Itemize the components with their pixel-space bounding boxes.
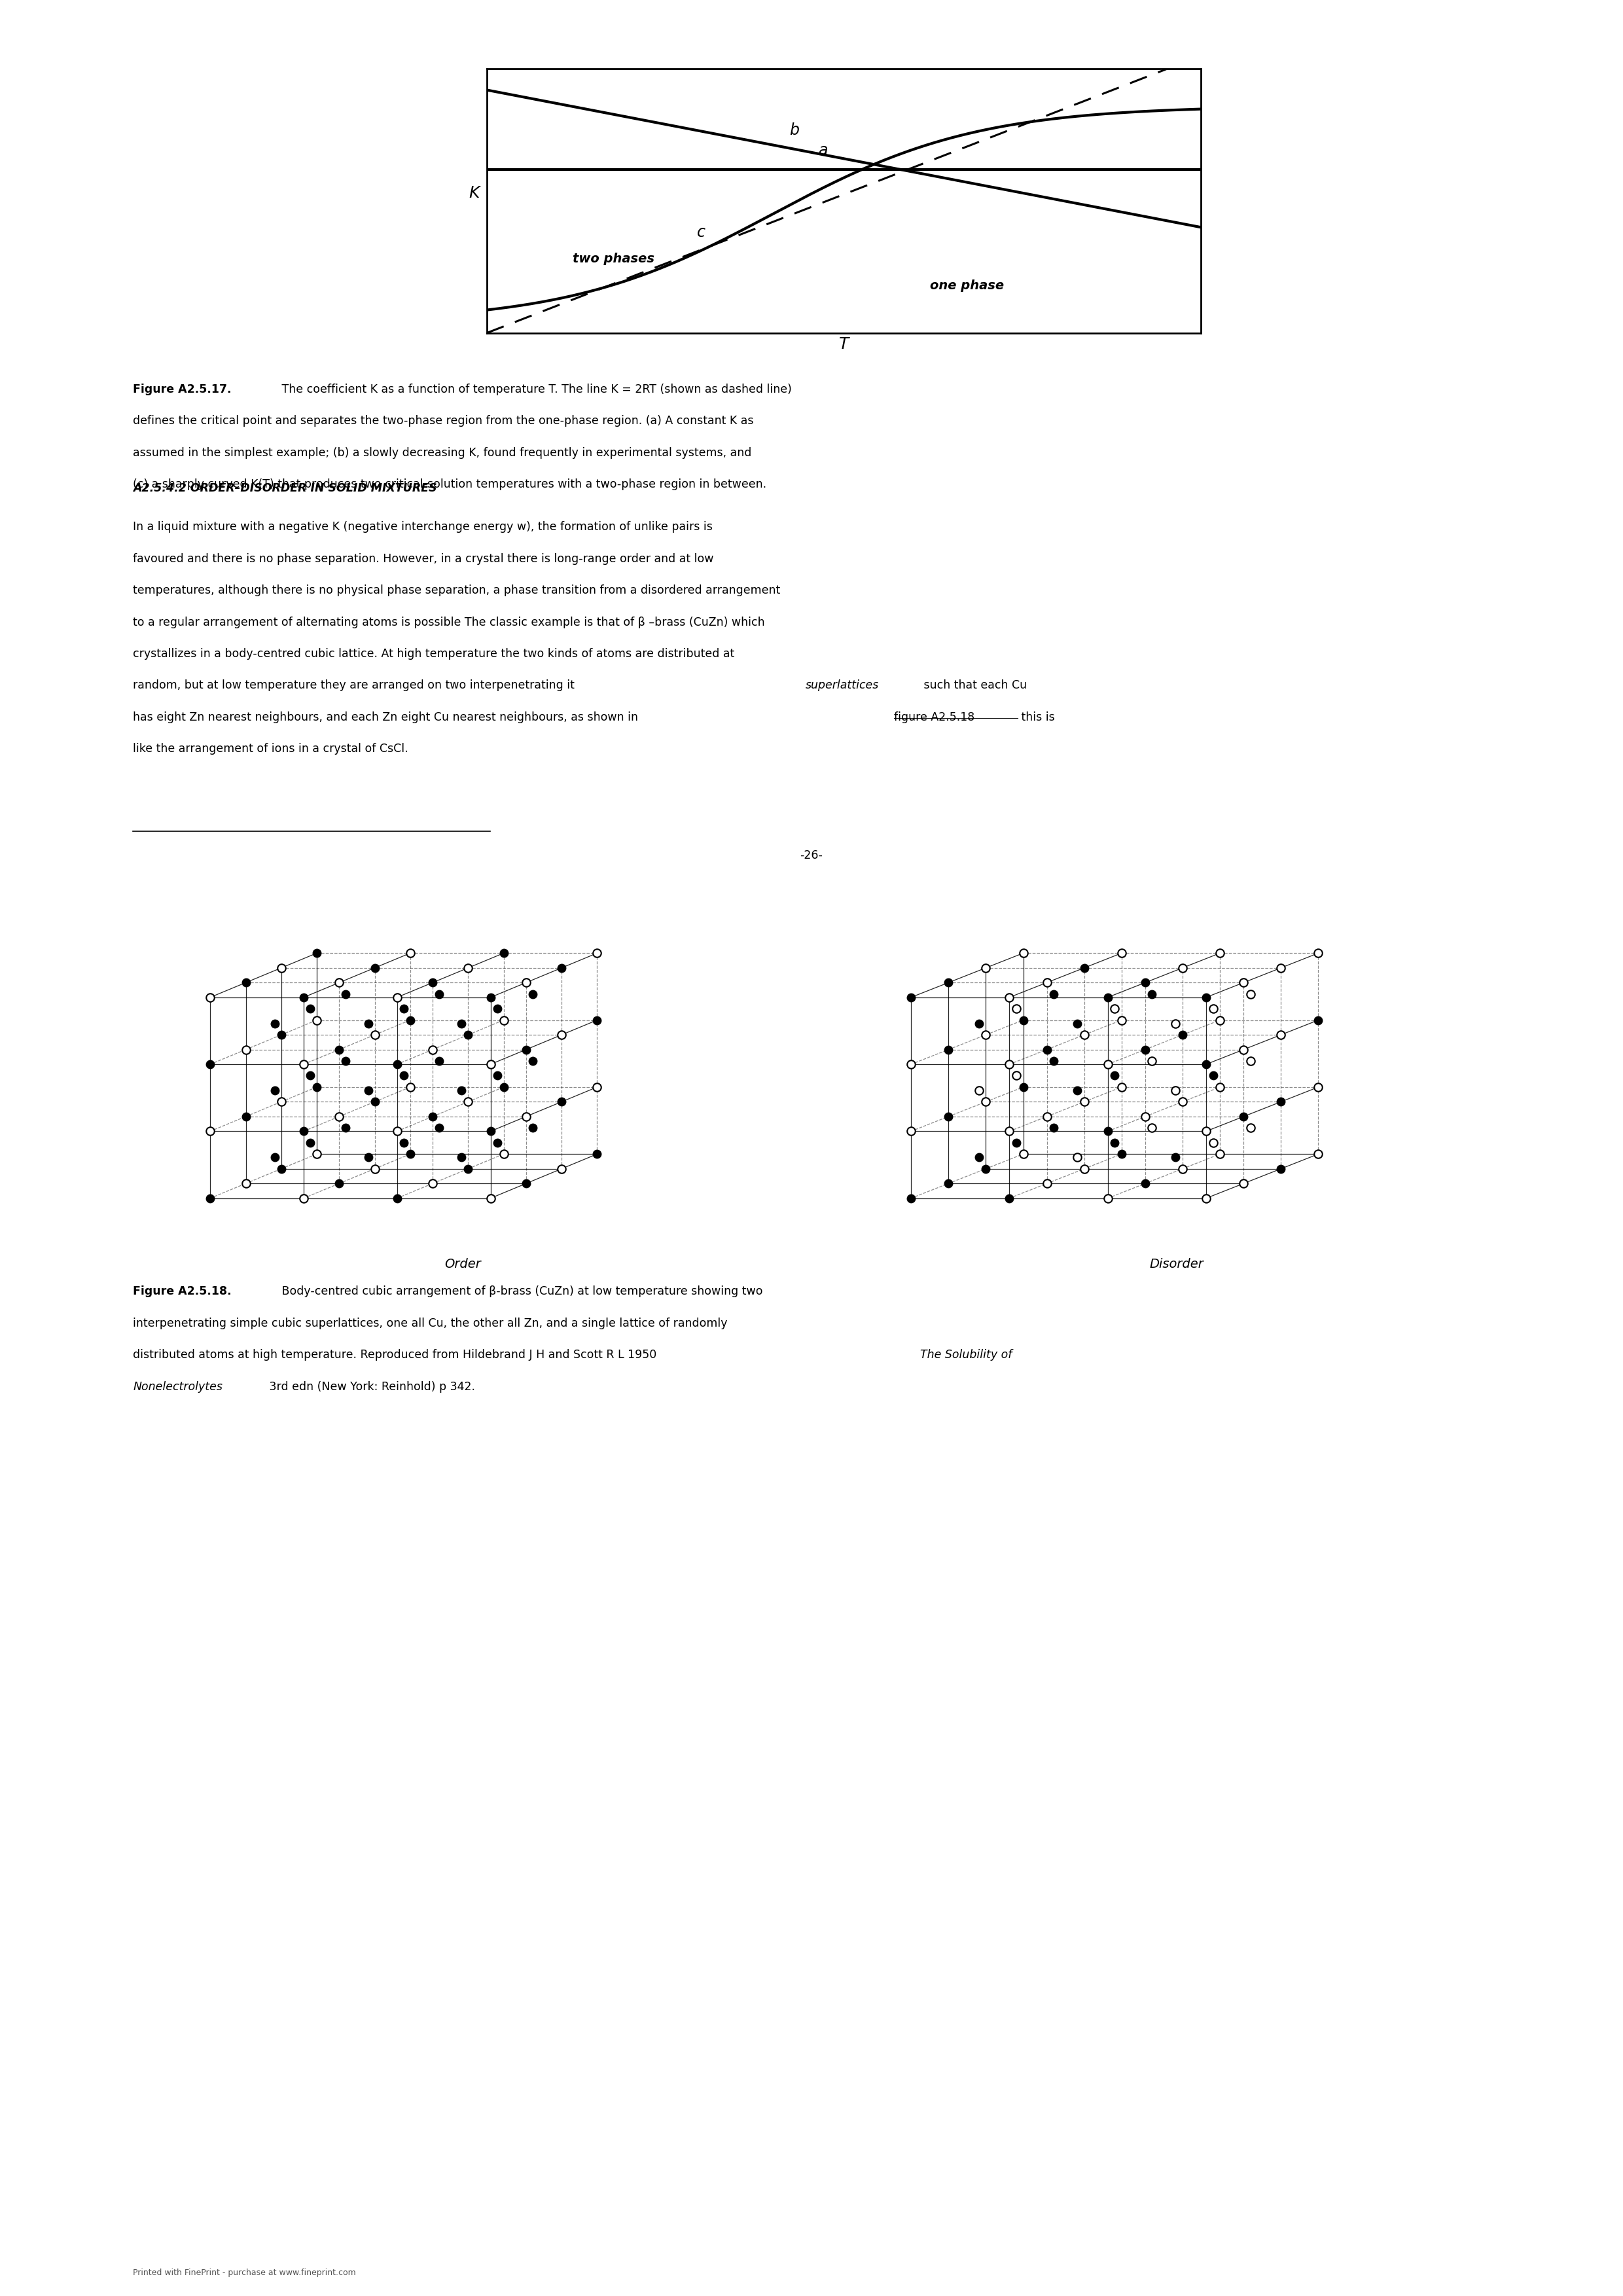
Text: two phases: two phases [573, 253, 654, 266]
Text: has eight Zn nearest neighbours, and each Zn eight Cu nearest neighbours, as sho: has eight Zn nearest neighbours, and eac… [133, 712, 643, 723]
Text: figure A2.5.18: figure A2.5.18 [894, 712, 974, 723]
Text: distributed atoms at high temperature. Reproduced from Hildebrand J H and Scott : distributed atoms at high temperature. R… [133, 1350, 661, 1362]
Text: to a regular arrangement of alternating atoms is possible The classic example is: to a regular arrangement of alternating … [133, 615, 764, 629]
Text: c: c [696, 225, 706, 241]
Text: -26-: -26- [800, 850, 823, 861]
Text: Figure A2.5.17.: Figure A2.5.17. [133, 383, 232, 395]
Text: superlattices: superlattices [805, 680, 878, 691]
Text: temperatures, although there is no physical phase separation, a phase transition: temperatures, although there is no physi… [133, 585, 781, 597]
X-axis label: T: T [839, 338, 849, 351]
Text: interpenetrating simple cubic superlattices, one all Cu, the other all Zn, and a: interpenetrating simple cubic superlatti… [133, 1318, 727, 1329]
Text: Body-centred cubic arrangement of β-brass (CuZn) at low temperature showing two: Body-centred cubic arrangement of β-bras… [278, 1286, 763, 1297]
Text: 3rd edn (New York: Reinhold) p 342.: 3rd edn (New York: Reinhold) p 342. [266, 1380, 476, 1394]
Text: The Solubility of: The Solubility of [920, 1350, 1013, 1362]
Text: b: b [789, 122, 799, 138]
Text: crystallizes in a body-centred cubic lattice. At high temperature the two kinds : crystallizes in a body-centred cubic lat… [133, 647, 735, 659]
Text: a: a [818, 142, 828, 158]
Text: Disorder: Disorder [1149, 1258, 1204, 1270]
Text: In a liquid mixture with a negative K (negative interchange energy w), the forma: In a liquid mixture with a negative K (n… [133, 521, 712, 533]
Text: defines the critical point and separates the two-phase region from the one-phase: defines the critical point and separates… [133, 416, 753, 427]
Text: Figure A2.5.18.: Figure A2.5.18. [133, 1286, 232, 1297]
Y-axis label: K: K [469, 186, 479, 200]
Text: (c) a sharply curved K(T) that produces two critical-solution temperatures with : (c) a sharply curved K(T) that produces … [133, 478, 766, 491]
Text: The coefficient K as a function of temperature T. The line K = 2RT (shown as das: The coefficient K as a function of tempe… [278, 383, 792, 395]
Text: like the arrangement of ions in a crystal of CsCl.: like the arrangement of ions in a crysta… [133, 744, 409, 755]
Text: such that each Cu: such that each Cu [920, 680, 1027, 691]
Text: this is: this is [1018, 712, 1055, 723]
Text: Nonelectrolytes: Nonelectrolytes [133, 1380, 222, 1394]
Text: favoured and there is no phase separation. However, in a crystal there is long-r: favoured and there is no phase separatio… [133, 553, 714, 565]
Text: Printed with FinePrint - purchase at www.fineprint.com: Printed with FinePrint - purchase at www… [133, 2268, 355, 2278]
Text: assumed in the simplest example; (b) a slowly decreasing K, found frequently in : assumed in the simplest example; (b) a s… [133, 448, 751, 459]
Text: Order: Order [445, 1258, 480, 1270]
Text: one phase: one phase [930, 280, 1003, 292]
Text: A2.5.4.2 ORDER–DISORDER IN SOLID MIXTURES: A2.5.4.2 ORDER–DISORDER IN SOLID MIXTURE… [133, 482, 437, 494]
Text: random, but at low temperature they are arranged on two interpenetrating it: random, but at low temperature they are … [133, 680, 578, 691]
